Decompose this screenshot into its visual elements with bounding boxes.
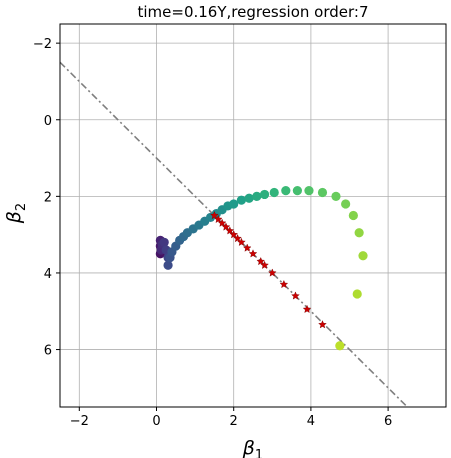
- red-star-marker: [225, 226, 235, 235]
- trajectory-point: [281, 186, 291, 196]
- red-star-marker: [229, 230, 238, 239]
- x-tick-label: 4: [307, 414, 315, 429]
- grid: [60, 24, 446, 407]
- red-star-marker: [256, 256, 266, 266]
- trajectory-point: [341, 199, 351, 209]
- y-axis-label: β2: [3, 203, 29, 224]
- trajectory-point: [163, 260, 173, 270]
- red-star-marker: [233, 233, 242, 243]
- red-star-marker: [268, 268, 277, 277]
- y-axis-label-main: β: [3, 211, 25, 224]
- red-star-marker: [221, 222, 231, 231]
- trajectory-point: [229, 199, 239, 209]
- trajectory-point: [259, 189, 270, 200]
- trajectory-point: [269, 187, 279, 198]
- chart-title: time=0.16Y,regression order:7: [137, 3, 368, 21]
- trajectory-point: [159, 237, 169, 247]
- red-star-marker: [213, 214, 223, 223]
- trajectory-point: [252, 191, 262, 201]
- trajectory-point: [244, 193, 254, 203]
- red-star-marker: [318, 320, 327, 329]
- red-star-marker: [237, 237, 246, 246]
- red-star-marker: [260, 260, 269, 269]
- trajectory-point: [331, 191, 341, 201]
- x-tick-label: 0: [152, 414, 160, 429]
- x-tick-label: 6: [384, 414, 392, 429]
- x-axis-ticks: −2 0 2 4 6: [70, 407, 392, 429]
- red-star-marker: [291, 291, 300, 300]
- y-tick-label: 6: [44, 344, 52, 359]
- trajectory-point: [304, 186, 314, 196]
- trajectory-point: [354, 228, 364, 238]
- y-tick-label: −2: [33, 37, 52, 52]
- x-tick-label: 2: [230, 414, 238, 429]
- y-tick-label: 0: [44, 114, 52, 129]
- trajectory-point: [348, 210, 358, 221]
- x-axis-label: β1: [242, 437, 263, 458]
- trajectory-point: [358, 251, 368, 261]
- x-tick-label: −2: [70, 414, 89, 429]
- red-star-marker: [242, 243, 252, 252]
- red-star-marker: [217, 218, 227, 227]
- x-axis-label-sub: 1: [255, 448, 263, 458]
- y-axis-label-sub: 2: [14, 203, 29, 211]
- red-star-marker: [302, 304, 312, 313]
- trajectory-point: [317, 187, 328, 198]
- red-star-markers: [210, 210, 327, 329]
- y-tick-label: 2: [44, 190, 52, 205]
- trajectory-point: [236, 195, 247, 205]
- red-star-marker: [248, 249, 258, 258]
- red-star-marker: [210, 210, 219, 220]
- y-axis-ticks: −2 0 2 4 6: [33, 37, 60, 359]
- trajectory-point: [292, 186, 302, 196]
- trajectory-point: [352, 289, 362, 299]
- trajectory-point: [335, 341, 345, 351]
- plot-frame: [59, 23, 447, 408]
- red-star-marker: [279, 279, 289, 289]
- y-tick-label: 4: [44, 267, 52, 282]
- x-axis-label-main: β: [242, 437, 255, 458]
